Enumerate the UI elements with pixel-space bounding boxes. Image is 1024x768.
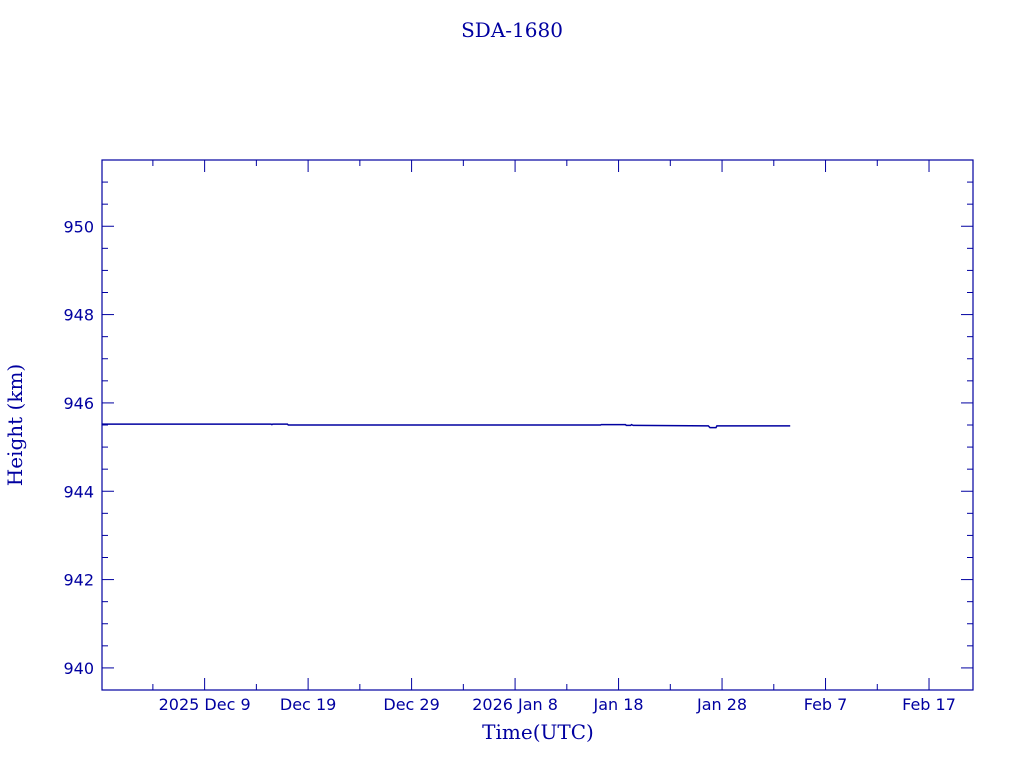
x-tick-label: 2025 Dec 9 [159,695,251,714]
x-tick-label: Jan 28 [696,695,747,714]
y-tick-label: 948 [63,306,94,325]
y-axis-label: Height (km) [3,364,27,486]
y-tick-label: 942 [63,571,94,590]
x-tick-label: Dec 19 [280,695,336,714]
y-tick-label: 950 [63,217,94,236]
axes-group: 2025 Dec 9 Dec 19 Dec 29 2026 Jan 8 Jan 18 Ja… [63,159,974,714]
x-tick-label: Dec 29 [383,695,439,714]
y-tick-label: 946 [63,394,94,413]
x-tick-label: Feb 7 [804,695,848,714]
x-tick-label: Jan 18 [593,695,644,714]
chart-title: SDA-1680 [461,18,563,42]
y-tick-label: 944 [63,482,94,501]
x-axis-label: Time(UTC) [482,720,594,744]
x-tick-label: Feb 17 [902,695,956,714]
x-tick-label: 2026 Jan 8 [472,695,558,714]
y-tick-label: 940 [63,659,94,678]
height-series-line [102,423,791,429]
